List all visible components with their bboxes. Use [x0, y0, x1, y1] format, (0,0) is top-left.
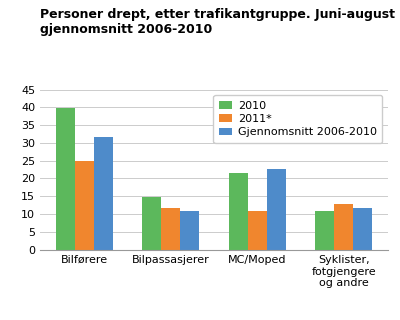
Bar: [56, 108, 75, 250]
Bar: [75, 161, 94, 250]
Bar: [353, 208, 372, 250]
Text: Personer drept, etter trafikantgruppe. Juni-august 2010-2011 og
gjennomsnitt 200: Personer drept, etter trafikantgruppe. J…: [40, 8, 400, 36]
Bar: [248, 211, 267, 250]
Bar: [229, 173, 248, 250]
Bar: [315, 211, 334, 250]
Bar: [161, 208, 180, 250]
Bar: [334, 204, 353, 250]
Legend: 2010, 2011*, Gjennomsnitt 2006-2010: 2010, 2011*, Gjennomsnitt 2006-2010: [214, 95, 382, 143]
Bar: [94, 137, 113, 250]
Bar: [180, 211, 199, 250]
Bar: [267, 169, 286, 250]
Bar: [142, 197, 161, 250]
